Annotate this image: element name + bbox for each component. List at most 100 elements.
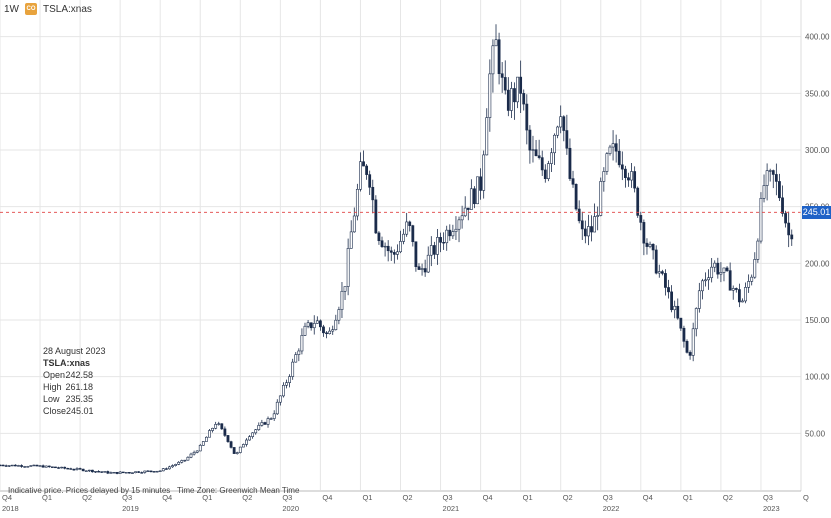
candle-body [7, 465, 11, 467]
candle-body [565, 130, 569, 149]
candle-body [667, 287, 670, 293]
candle-body [63, 466, 67, 469]
interval-label[interactable]: 1W [4, 3, 19, 15]
candle-body [454, 228, 458, 232]
x-year-label: 2020 [282, 504, 299, 513]
candle-body [208, 430, 211, 438]
candle-body [254, 429, 258, 434]
x-year-label: 2019 [122, 504, 139, 513]
candle-body [654, 249, 658, 274]
candle-body [473, 188, 476, 205]
candle-body [531, 149, 535, 151]
candle-body [180, 460, 184, 463]
candle-body [522, 93, 526, 105]
candle-body [10, 464, 14, 467]
candle-body [620, 164, 624, 170]
candle-body [183, 459, 187, 462]
candle-body [725, 267, 729, 271]
candle-body [728, 270, 732, 291]
candle-body [343, 286, 347, 292]
y-tick-label: 400.00 [805, 33, 830, 42]
candle-body [617, 150, 621, 166]
candle-body [771, 170, 775, 175]
candle-body [368, 174, 372, 188]
candle-body [402, 233, 405, 242]
info-row-high: High 261.18 [43, 382, 93, 392]
candle-body [186, 456, 190, 461]
candle-body [337, 309, 341, 321]
candle-body [161, 468, 165, 472]
candle-body [648, 243, 652, 247]
candle-body [235, 452, 239, 454]
candle-body [269, 418, 273, 420]
candle-body [60, 466, 64, 469]
candle-body [571, 178, 575, 185]
candle-body [217, 423, 221, 425]
candle-body [442, 242, 446, 244]
chart-header: 1W CO TSLA:xnas [4, 3, 92, 15]
candle-body [260, 422, 264, 426]
candle-body [205, 436, 208, 442]
candle-body [448, 229, 452, 237]
candle-body [322, 326, 325, 334]
candle-body [559, 116, 563, 128]
timezone-note: Time Zone: Greenwich Mean Time [176, 486, 300, 495]
candle-body [155, 470, 159, 473]
candle-body [750, 276, 754, 282]
candle-body [32, 464, 36, 467]
candle-body [66, 468, 70, 470]
candle-body [69, 468, 73, 470]
x-tick-label: Q4 [2, 493, 12, 502]
candle-body [251, 432, 255, 437]
x-tick-label: Q2 [723, 493, 733, 502]
symbol-label[interactable]: TSLA:xnas [43, 3, 92, 15]
candle-body [152, 471, 156, 473]
candle-body [0, 464, 2, 467]
candle-body [57, 467, 60, 469]
candle-body [525, 103, 529, 131]
candle-body [553, 134, 556, 154]
candle-body [762, 185, 766, 199]
chart-footer: Indicative price. Prices delayed by 15 m… [8, 486, 299, 495]
candle-body [611, 143, 615, 148]
candle-body [137, 471, 141, 473]
candle-body [697, 290, 701, 309]
candle-body [513, 88, 516, 103]
candle-body [78, 468, 82, 470]
candle-body [451, 231, 455, 237]
candle-body [636, 187, 640, 216]
candle-body [516, 76, 519, 103]
candle-body [744, 287, 747, 302]
candle-body [100, 471, 104, 473]
x-tick-label: Q1 [523, 493, 533, 502]
candle-body [781, 197, 784, 214]
candle-body [174, 464, 178, 466]
candle-body [707, 277, 710, 281]
candle-body [134, 471, 137, 474]
candle-body [731, 288, 735, 291]
x-tick-label: Q3 [282, 493, 292, 502]
candle-body [192, 452, 196, 455]
x-year-label: 2018 [2, 504, 19, 513]
x-tick-label: Q2 [403, 493, 413, 502]
x-tick-label: Q3 [443, 493, 453, 502]
candle-body [694, 308, 698, 330]
candle-body [72, 469, 76, 471]
candle-body [248, 436, 251, 441]
candle-body [177, 461, 181, 465]
candle-body [195, 450, 199, 453]
candle-body [211, 427, 214, 431]
candle-body [340, 290, 344, 310]
candle-body [787, 222, 791, 236]
candle-body [334, 319, 338, 330]
candle-body [35, 464, 39, 467]
x-year-label: 2022 [603, 504, 620, 513]
candle-body [300, 335, 304, 352]
y-tick-label: 100.00 [805, 373, 830, 382]
candle-body [759, 197, 763, 242]
candle-body [642, 222, 646, 244]
candle-body [719, 272, 723, 275]
x-tick-label: Q1 [683, 493, 693, 502]
candle-body [577, 208, 581, 222]
candle-body [29, 465, 33, 467]
